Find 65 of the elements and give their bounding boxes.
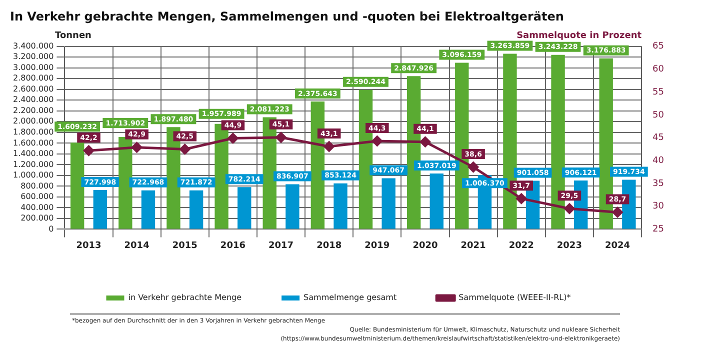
y2-tick-label: 35 [652, 178, 664, 189]
point [516, 193, 527, 204]
point [324, 141, 334, 152]
bar [334, 183, 348, 229]
bar [238, 187, 252, 229]
y-tick-label: 3.400.000 [12, 41, 54, 50]
point [228, 133, 238, 144]
legend-label: Sammelquote (WEEE-II-RL)* [458, 293, 571, 302]
point [372, 136, 382, 146]
bar [93, 190, 108, 229]
y2-tick-label: 40 [652, 156, 664, 166]
y2-tick-label: 45 [652, 133, 664, 144]
point [420, 136, 430, 148]
y2-tick-label: 65 [652, 42, 664, 52]
x-tick-label: 2021 [460, 240, 486, 251]
y-tick-label: 2.000.000 [12, 116, 54, 126]
point [132, 142, 142, 153]
y-tick-label: 400.000 [20, 202, 54, 212]
y-tick-label: 3.200.000 [12, 52, 54, 62]
y-tick-label: 2.400.000 [12, 95, 54, 104]
y-tick-label: 1.200.000 [12, 160, 54, 169]
x-tick-label: 2023 [556, 240, 582, 251]
point [180, 144, 190, 154]
x-tick-label: 2015 [172, 240, 198, 251]
y-tick-label: 800.000 [20, 181, 54, 190]
y-tick-label: 0 [48, 224, 54, 234]
y-tick-label: 2.800.000 [12, 74, 54, 83]
x-tick-label: 2022 [508, 240, 534, 251]
bar [382, 178, 396, 229]
y2-tick-label: 25 [652, 224, 664, 235]
point [84, 145, 94, 156]
y-tick-label: 1.800.000 [12, 128, 54, 136]
point [564, 203, 575, 214]
legend-label: Sammelmenge gesamt [304, 293, 397, 302]
x-tick-label: 2024 [604, 240, 630, 251]
x-tick-label: 2013 [76, 240, 102, 251]
y-tick-label: 1.400.000 [12, 149, 54, 158]
x-tick-label: 2020 [412, 240, 438, 251]
y-tick-label: 600.000 [20, 192, 54, 202]
y2-axis-title: Sammelquote in Prozent [516, 31, 642, 42]
x-tick-label: 2017 [268, 240, 294, 251]
point [612, 207, 623, 218]
y-tick-label: 1.600.000 [12, 138, 54, 148]
y-axis-title: Tonnen [55, 31, 92, 42]
y-tick-label: 1.000.000 [12, 170, 54, 180]
y-tick-label: 2.200.000 [12, 106, 54, 115]
chart-title: In Verkehr gebrachte Mengen, Sammelmengen und -quoten bei Elektroaltgeräten [10, 9, 564, 24]
y2-tick-label: 60 [652, 64, 664, 75]
x-tick-label: 2016 [220, 240, 246, 251]
bar [189, 190, 204, 229]
point [468, 162, 479, 172]
legend-label: in Verkehr gebrachte Menge [128, 293, 242, 302]
bar [430, 173, 444, 229]
y2-tick-label: 30 [652, 202, 664, 212]
bar [141, 190, 156, 229]
y-tick-label: 200.000 [20, 214, 54, 223]
y-tick-label: 2.600.000 [12, 84, 54, 94]
y-tick-label: 3.000.000 [12, 62, 54, 72]
point [276, 132, 286, 143]
y2-tick-label: 50 [652, 110, 664, 120]
x-tick-label: 2018 [316, 240, 342, 251]
x-tick-label: 2019 [364, 240, 390, 251]
x-tick-label: 2014 [124, 240, 150, 251]
y2-tick-label: 55 [652, 87, 664, 98]
bar [286, 184, 300, 229]
